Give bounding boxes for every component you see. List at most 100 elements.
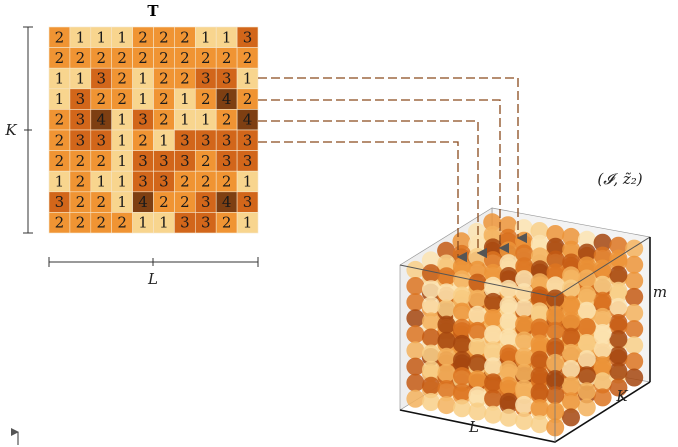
sphere <box>467 222 486 241</box>
sphere <box>468 273 487 292</box>
sphere <box>437 396 456 415</box>
sphere <box>499 344 518 363</box>
height-label: m <box>653 283 667 301</box>
cell-value: 1 <box>138 90 148 108</box>
cell-value: 3 <box>222 70 232 88</box>
sphere <box>515 257 534 276</box>
sphere <box>468 305 487 324</box>
sphere <box>406 309 425 328</box>
cell-value: 3 <box>201 214 211 232</box>
sphere <box>562 295 580 314</box>
sphere <box>484 405 503 424</box>
sphere <box>577 243 596 262</box>
cell-value: 1 <box>243 173 253 191</box>
cell-value: 1 <box>138 214 148 232</box>
sphere <box>593 259 612 278</box>
cell-value: 1 <box>117 173 127 191</box>
sphere <box>484 263 503 282</box>
cell-value: 2 <box>201 152 211 170</box>
cell-value: 1 <box>159 131 169 149</box>
sphere <box>609 297 628 316</box>
link <box>258 141 468 263</box>
cell-value: 3 <box>138 152 148 170</box>
sphere <box>546 263 565 282</box>
sphere <box>593 388 612 407</box>
sphere <box>515 299 534 318</box>
cell-value: 2 <box>55 111 65 129</box>
cell-value: 2 <box>180 193 190 211</box>
sphere <box>515 283 534 302</box>
sphere <box>499 360 518 379</box>
sphere <box>515 395 534 414</box>
cell-value: 3 <box>76 111 86 129</box>
sphere <box>437 380 456 398</box>
sphere <box>484 373 503 392</box>
sphere <box>593 372 612 391</box>
sphere <box>515 363 534 382</box>
cell-value: 3 <box>222 131 232 149</box>
cell-value: 1 <box>243 70 253 88</box>
sphere <box>530 415 549 434</box>
sphere <box>422 280 440 299</box>
cell-value: 3 <box>138 111 148 129</box>
sphere <box>437 299 456 318</box>
sphere <box>577 398 596 417</box>
sphere <box>484 251 502 270</box>
cell-value: 2 <box>243 49 253 67</box>
sphere <box>484 292 503 311</box>
sphere <box>625 287 644 306</box>
sphere <box>625 368 644 387</box>
cell-value: 3 <box>96 131 106 149</box>
cube-label: (𝓘, z̃₂) <box>597 170 642 188</box>
sphere <box>484 325 503 344</box>
cell-value: 3 <box>180 152 190 170</box>
sphere <box>422 264 440 283</box>
sphere <box>422 296 440 315</box>
sphere <box>468 402 487 421</box>
cell-value: 2 <box>55 131 65 149</box>
cell-value: 2 <box>201 173 211 191</box>
sphere <box>406 389 425 408</box>
sphere <box>609 236 628 255</box>
cell-value: 2 <box>180 173 190 191</box>
sphere <box>468 354 487 373</box>
sphere <box>562 327 580 346</box>
sphere <box>499 228 518 247</box>
cell-value: 2 <box>180 28 190 46</box>
sphere <box>562 392 580 411</box>
cell-value: 2 <box>180 49 190 67</box>
sphere <box>422 360 440 379</box>
cell-value: 1 <box>76 28 86 46</box>
cell-value: 1 <box>117 111 127 129</box>
cell-value: 2 <box>222 214 232 232</box>
cell-value: 3 <box>159 173 169 191</box>
cell-value: 3 <box>201 70 211 88</box>
sphere <box>593 275 612 294</box>
sphere <box>593 340 612 359</box>
sphere <box>468 338 487 356</box>
cell <box>236 212 259 234</box>
sphere <box>609 378 628 397</box>
cell-value: 2 <box>159 111 169 129</box>
sphere <box>530 366 549 385</box>
sphere <box>499 279 518 298</box>
sphere <box>562 240 581 259</box>
matrix-title: T <box>147 2 159 20</box>
cell-value: 3 <box>180 131 190 149</box>
sphere <box>593 307 612 326</box>
cell-value: 3 <box>96 70 106 88</box>
sphere <box>546 276 565 295</box>
sphere <box>437 254 456 273</box>
sphere <box>437 283 456 302</box>
sphere <box>577 301 596 320</box>
cell-value: 3 <box>76 131 86 149</box>
cell-value: 4 <box>243 111 253 129</box>
cell-value: 2 <box>117 214 127 232</box>
sphere <box>625 271 644 290</box>
cell-value: 2 <box>159 49 169 67</box>
sphere <box>514 219 533 238</box>
sphere <box>625 255 644 274</box>
sphere <box>437 315 456 334</box>
sphere <box>562 227 581 246</box>
